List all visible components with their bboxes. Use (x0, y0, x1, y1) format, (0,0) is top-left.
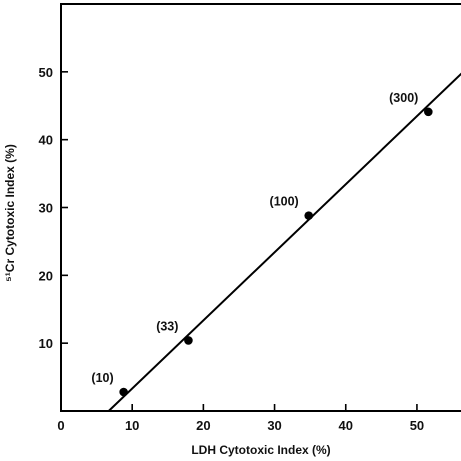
data-point (424, 107, 433, 117)
plot-frame (60, 3, 461, 412)
y-tick-label: 30 (39, 201, 53, 216)
data-point (304, 211, 314, 220)
x-tick-label: 10 (125, 418, 139, 433)
data-point (184, 336, 193, 345)
data-point-label: (10) (91, 371, 113, 385)
y-tick-label: 20 (39, 268, 53, 283)
y-axis-ticks: 10 20 30 40 50 (39, 65, 68, 351)
y-tick-label: 50 (39, 65, 53, 80)
x-tick-label: 40 (339, 418, 353, 433)
data-point-label: (300) (389, 91, 418, 105)
data-point-label: (33) (156, 319, 178, 333)
x-tick-label: 0 (57, 418, 64, 433)
x-tick-label: 50 (410, 418, 424, 433)
fit-line-group (108, 72, 461, 412)
y-tick-label: 10 (39, 336, 53, 351)
x-axis-ticks: 0 10 20 30 40 50 (57, 404, 424, 433)
fit-line (108, 72, 461, 412)
x-axis-label: LDH Cytotoxic Index (%) (191, 443, 330, 457)
x-tick-label: 30 (267, 418, 281, 433)
data-point-label: (100) (270, 195, 299, 209)
x-tick-label: 20 (196, 418, 210, 433)
data-points: (10) (33) (100) (300) (91, 91, 433, 397)
y-axis-label: ⁵¹Cr Cytotoxic Index (%) (3, 144, 17, 282)
data-point (119, 387, 128, 397)
y-tick-label: 40 (39, 133, 53, 148)
